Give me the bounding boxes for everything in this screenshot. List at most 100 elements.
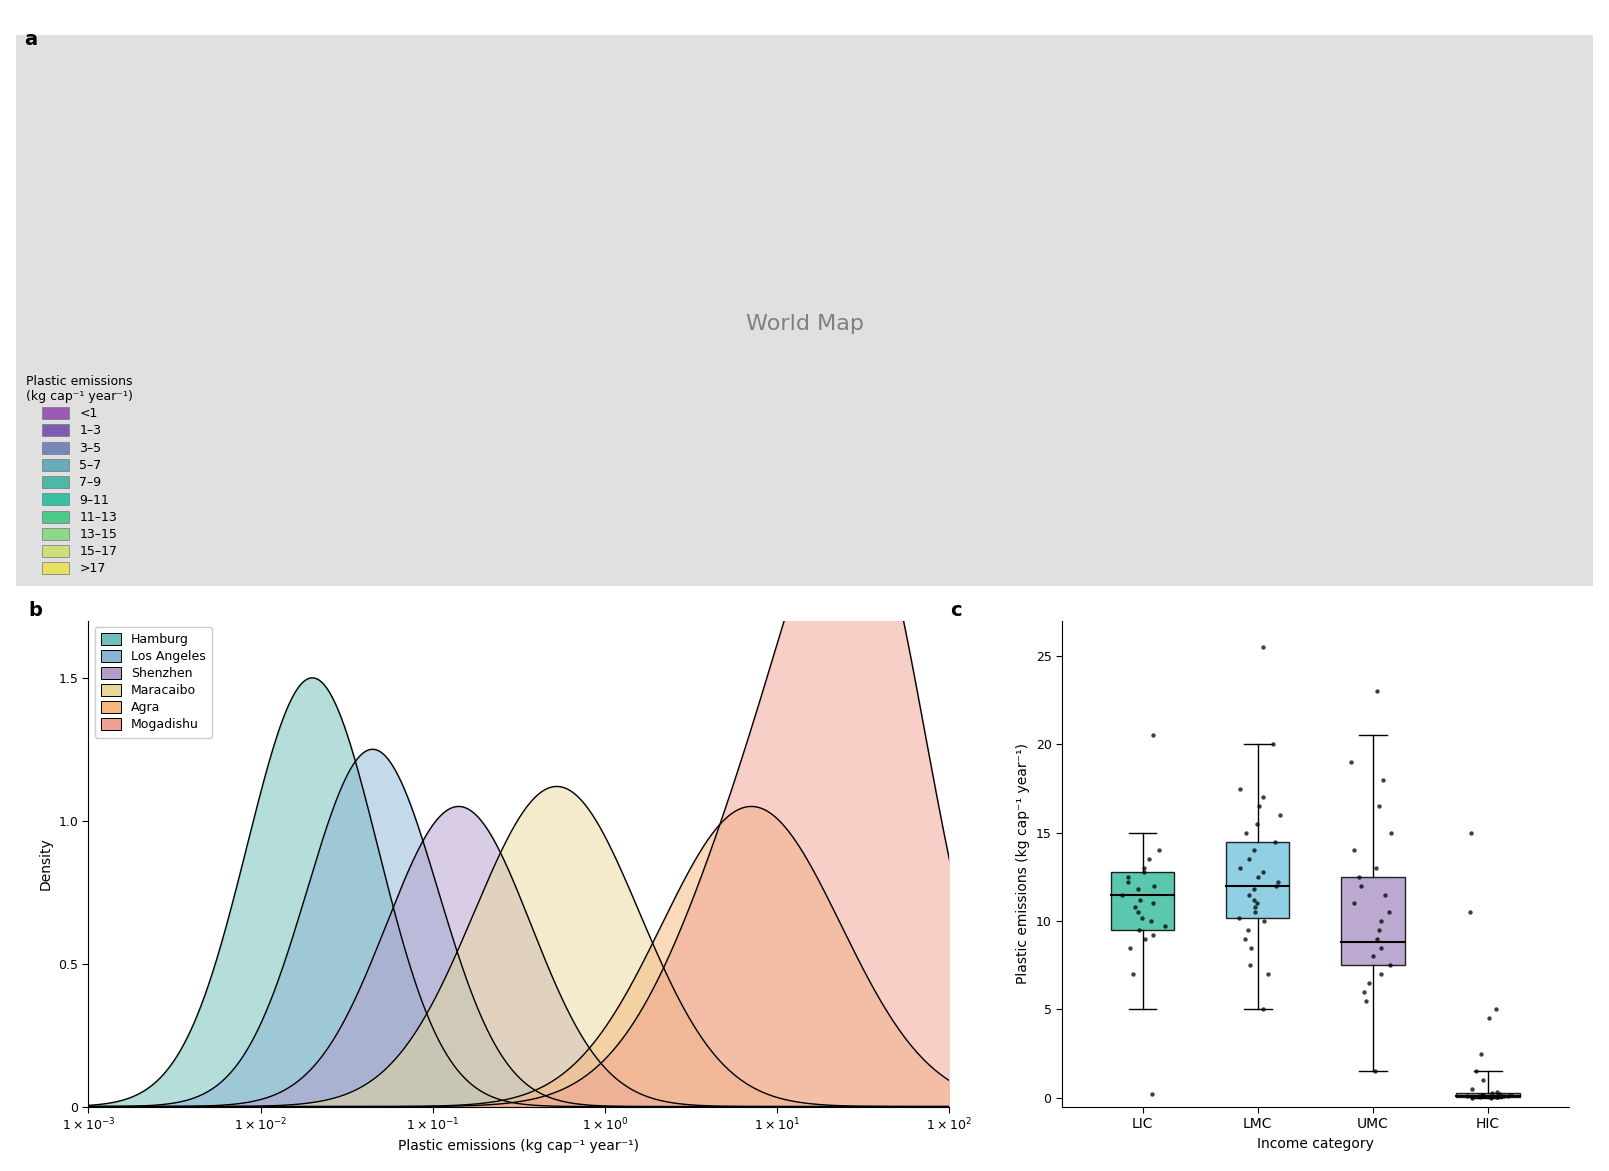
Point: [1131, 858, 1157, 877]
Point: [1126, 890, 1152, 909]
Point: [1130, 909, 1155, 927]
Bar: [1456, 1094, 1521, 1097]
Point: [1368, 965, 1393, 984]
Point: [1244, 815, 1270, 834]
Point: [1117, 938, 1142, 957]
Point: [1483, 1088, 1509, 1107]
Point: [1250, 862, 1276, 881]
Text: c: c: [951, 601, 962, 621]
Point: [1123, 897, 1149, 916]
Point: [1466, 1087, 1492, 1105]
Point: [1131, 862, 1157, 881]
Point: [1480, 1084, 1506, 1103]
Point: [1141, 876, 1167, 895]
Point: [1242, 890, 1268, 909]
Point: [1236, 850, 1261, 869]
Point: [1265, 872, 1290, 891]
Point: [1485, 1086, 1511, 1104]
Point: [1242, 903, 1268, 922]
Point: [1471, 1086, 1496, 1104]
Point: [1366, 920, 1392, 939]
Point: [1495, 1087, 1521, 1105]
Point: [1483, 1083, 1509, 1102]
Point: [1467, 1088, 1493, 1107]
Point: [1459, 1088, 1485, 1107]
Point: [1250, 638, 1276, 657]
Point: [1483, 1000, 1509, 1019]
Point: [1125, 903, 1150, 922]
Bar: [1226, 842, 1289, 918]
Point: [1368, 938, 1393, 957]
Text: a: a: [24, 29, 37, 49]
Point: [1239, 938, 1265, 957]
Point: [1268, 806, 1294, 824]
Point: [1152, 917, 1178, 936]
Point: [1371, 771, 1397, 789]
Point: [1263, 876, 1289, 895]
Point: [1352, 982, 1377, 1001]
Point: [1236, 885, 1261, 904]
Point: [1498, 1086, 1524, 1104]
Point: [1492, 1087, 1517, 1105]
Point: [1234, 823, 1260, 842]
Point: [1364, 930, 1390, 949]
Point: [1475, 1009, 1501, 1028]
Point: [1261, 833, 1287, 851]
Text: b: b: [29, 601, 42, 621]
Legend: <1, 1–3, 3–5, 5–7, 7–9, 9–11, 11–13, 13–15, 15–17, >17: <1, 1–3, 3–5, 5–7, 7–9, 9–11, 11–13, 13–…: [23, 371, 137, 580]
Point: [1245, 868, 1271, 886]
Bar: [1342, 877, 1405, 965]
Legend: Hamburg, Los Angeles, Shenzhen, Maracaibo, Agra, Mogadishu: Hamburg, Los Angeles, Shenzhen, Maracaib…: [95, 626, 212, 738]
Point: [1250, 788, 1276, 807]
Point: [1487, 1084, 1512, 1103]
X-axis label: Plastic emissions (kg cap⁻¹ year⁻¹): Plastic emissions (kg cap⁻¹ year⁻¹): [399, 1139, 639, 1153]
Point: [1115, 868, 1141, 886]
Point: [1361, 947, 1387, 966]
Point: [1347, 868, 1372, 886]
Point: [1469, 1086, 1495, 1104]
Point: [1377, 823, 1403, 842]
Point: [1364, 682, 1390, 700]
Point: [1372, 885, 1398, 904]
Point: [1353, 991, 1379, 1009]
Y-axis label: Density: Density: [39, 837, 53, 890]
Bar: [1110, 871, 1175, 930]
Point: [1138, 912, 1163, 931]
Point: [1141, 726, 1167, 745]
Point: [1242, 897, 1268, 916]
Point: [1348, 876, 1374, 895]
Y-axis label: Plastic emissions (kg cap⁻¹ year⁻¹): Plastic emissions (kg cap⁻¹ year⁻¹): [1017, 744, 1030, 984]
Point: [1141, 893, 1167, 912]
Point: [1133, 930, 1158, 949]
Point: [1139, 926, 1165, 945]
Point: [1136, 850, 1162, 869]
Point: [1250, 1000, 1276, 1019]
Point: [1260, 735, 1286, 754]
Point: [1471, 1087, 1496, 1105]
Point: [1226, 909, 1252, 927]
Point: [1467, 1045, 1493, 1063]
Point: [1228, 858, 1253, 877]
Point: [1459, 1088, 1485, 1107]
Point: [1459, 1080, 1485, 1098]
Point: [1139, 1084, 1165, 1103]
Point: [1455, 1087, 1480, 1105]
Point: [1376, 903, 1401, 922]
Point: [1228, 779, 1253, 797]
Point: [1250, 912, 1276, 931]
Point: [1377, 956, 1403, 974]
Point: [1366, 796, 1392, 815]
Point: [1242, 879, 1268, 898]
Point: [1110, 885, 1136, 904]
Point: [1342, 841, 1368, 860]
Point: [1368, 912, 1393, 931]
Point: [1471, 1070, 1496, 1089]
Point: [1463, 1062, 1488, 1081]
Point: [1363, 858, 1389, 877]
Text: World Map: World Map: [745, 314, 864, 334]
Point: [1245, 796, 1271, 815]
Point: [1236, 920, 1261, 939]
Point: [1340, 893, 1366, 912]
Point: [1458, 903, 1483, 922]
Point: [1458, 823, 1483, 842]
